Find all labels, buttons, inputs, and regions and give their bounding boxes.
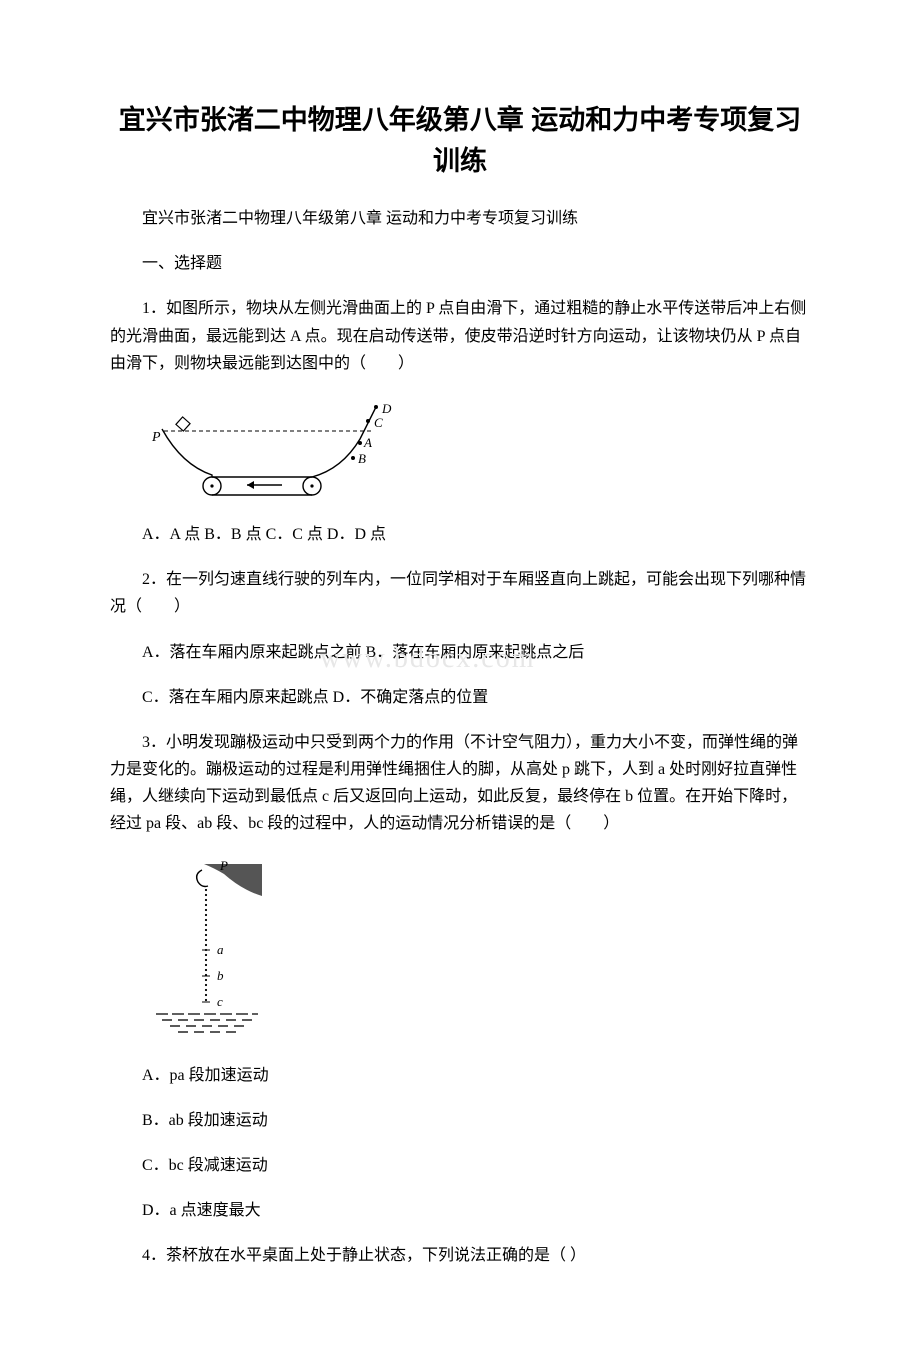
page-title: 宜兴市张渚二中物理八年级第八章 运动和力中考专项复习训练	[110, 100, 810, 181]
svg-text:A: A	[363, 435, 372, 450]
q3-stem: 3．小明发现蹦极运动中只受到两个力的作用（不计空气阻力），重力大小不变，而弹性绳…	[110, 729, 810, 838]
q3-option-a: A．pa 段加速运动	[110, 1062, 810, 1089]
svg-text:b: b	[217, 968, 224, 983]
q3-option-d: D．a 点速度最大	[110, 1197, 810, 1224]
q3-option-c: C．bc 段减速运动	[110, 1152, 810, 1179]
svg-text:P: P	[219, 858, 228, 873]
q1-options: A．A 点 B．B 点 C．C 点 D．D 点	[110, 521, 810, 548]
svg-text:c: c	[217, 994, 223, 1009]
svg-text:a: a	[217, 942, 224, 957]
svg-text:P: P	[151, 430, 161, 445]
svg-text:D: D	[381, 401, 392, 416]
q1-figure: P AB CD	[142, 395, 810, 505]
q4-stem: 4．茶杯放在水平桌面上处于静止状态，下列说法正确的是（ ）	[110, 1242, 810, 1269]
q2-options-ab: A．落在车厢内原来起跳点之前 B．落在车厢内原来起跳点之后	[110, 639, 810, 666]
subtitle-line: 宜兴市张渚二中物理八年级第八章 运动和力中考专项复习训练	[110, 205, 810, 232]
q3-figure: Pabc	[142, 856, 810, 1046]
svg-text:C: C	[374, 415, 383, 430]
conveyor-diagram: P AB CD	[142, 395, 392, 505]
q2-options-cd: C．落在车厢内原来起跳点 D．不确定落点的位置	[110, 684, 810, 711]
q1-stem: 1．如图所示，物块从左侧光滑曲面上的 P 点自由滑下，通过粗糙的静止水平传送带后…	[110, 295, 810, 377]
svg-text:B: B	[358, 451, 366, 466]
bungee-diagram: Pabc	[142, 856, 272, 1046]
q2-stem: 2．在一列匀速直线行驶的列车内，一位同学相对于车厢竖直向上跳起，可能会出现下列哪…	[110, 566, 810, 620]
section-heading: 一、选择题	[110, 250, 810, 277]
q3-option-b: B．ab 段加速运动	[110, 1107, 810, 1134]
